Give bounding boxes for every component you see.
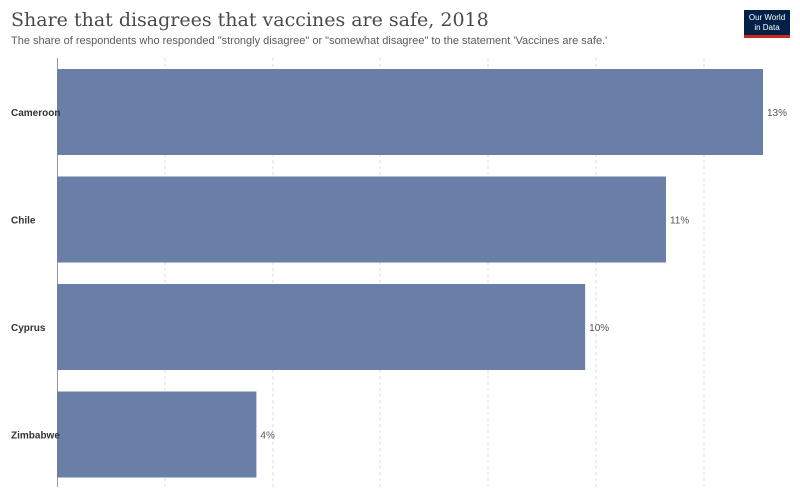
category-label-zimbabwe: Zimbabwe <box>11 431 60 442</box>
chart-title: Share that disagrees that vaccines are s… <box>11 9 489 31</box>
bar-cameroon <box>57 69 763 155</box>
bar-cyprus <box>57 284 586 370</box>
logo-line-2: in Data <box>754 23 780 32</box>
category-label-chile: Chile <box>11 216 36 227</box>
value-label-cyprus: 10% <box>589 323 609 334</box>
category-label-cyprus: Cyprus <box>11 323 46 334</box>
bar-chile <box>57 176 666 263</box>
value-label-chile: 11% <box>670 216 689 227</box>
category-label-cameroon: Cameroon <box>11 108 60 119</box>
value-label-cameroon: 13% <box>767 108 787 119</box>
owid-logo[interactable]: Our World in Data <box>744 10 790 38</box>
logo-line-1: Our World <box>748 13 786 22</box>
chart-subtitle: The share of respondents who responded "… <box>11 35 608 47</box>
value-label-zimbabwe: 4% <box>260 431 275 442</box>
bar-zimbabwe <box>57 391 257 478</box>
